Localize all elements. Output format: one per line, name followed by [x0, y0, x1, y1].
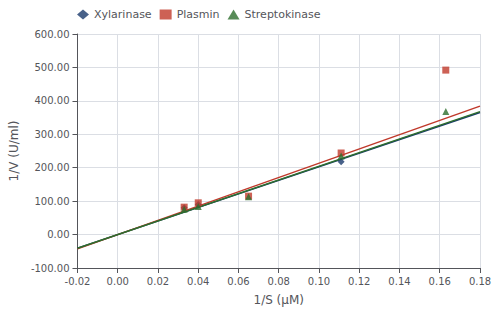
- svg-text:0.00: 0.00: [47, 229, 69, 240]
- svg-text:600.00: 600.00: [34, 29, 69, 40]
- svg-text:Xylarinase: Xylarinase: [94, 8, 152, 21]
- svg-text:300.00: 300.00: [34, 129, 69, 140]
- svg-text:Plasmin: Plasmin: [177, 8, 220, 21]
- svg-text:-100.00: -100.00: [31, 263, 70, 274]
- svg-text:1/V (U/ml): 1/V (U/ml): [7, 121, 21, 182]
- svg-text:0.18: 0.18: [469, 276, 491, 287]
- svg-text:0.08: 0.08: [268, 276, 290, 287]
- svg-text:200.00: 200.00: [34, 162, 69, 173]
- svg-text:0.12: 0.12: [348, 276, 370, 287]
- svg-text:0.00: 0.00: [107, 276, 129, 287]
- svg-text:400.00: 400.00: [34, 95, 69, 106]
- svg-text:0.10: 0.10: [308, 276, 330, 287]
- svg-text:0.14: 0.14: [388, 276, 410, 287]
- svg-text:0.06: 0.06: [227, 276, 249, 287]
- svg-text:500.00: 500.00: [34, 62, 69, 73]
- svg-text:Streptokinase: Streptokinase: [245, 8, 321, 21]
- svg-text:0.02: 0.02: [147, 276, 169, 287]
- svg-text:1/S (μM): 1/S (μM): [254, 293, 304, 307]
- svg-text:0.16: 0.16: [429, 276, 451, 287]
- svg-text:100.00: 100.00: [34, 196, 69, 207]
- svg-text:-0.02: -0.02: [65, 276, 91, 287]
- svg-text:0.04: 0.04: [187, 276, 209, 287]
